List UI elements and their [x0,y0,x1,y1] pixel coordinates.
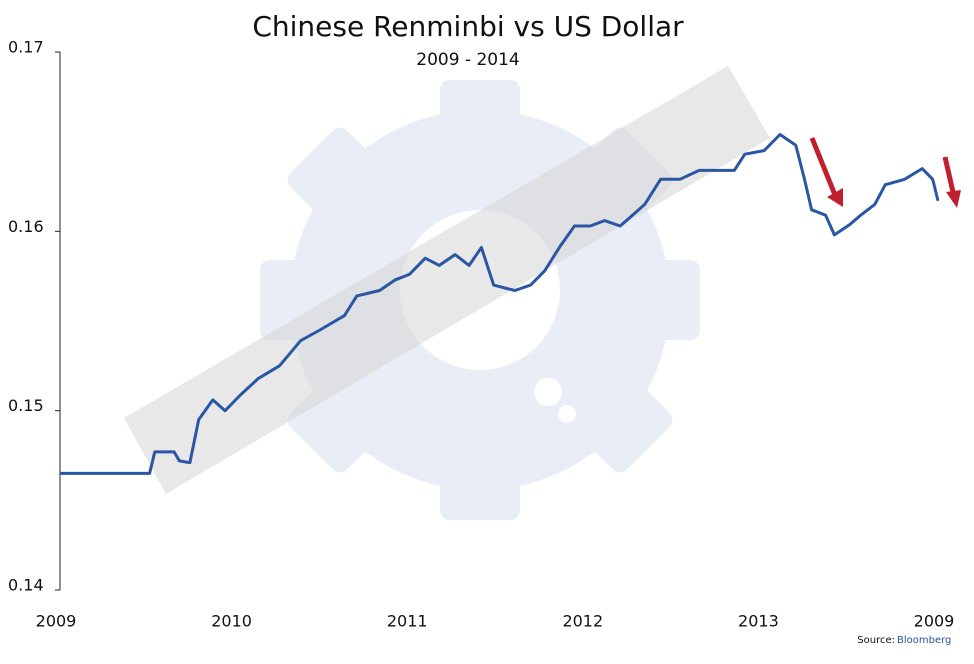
x-tick-label: 2011 [387,612,428,631]
x-tick-label: 2010 [211,612,252,631]
x-tick-label: 2013 [738,612,779,631]
chart-title: Chinese Renminbi vs US Dollar [252,10,684,43]
data-line [60,133,940,475]
y-tick-label: 0.17 [8,38,44,57]
arrows [809,137,961,208]
trend-band [124,66,770,494]
x-tick-label: 2009 [914,612,955,631]
source: Bloomberg [897,635,951,646]
x-tick-label: 2012 [562,612,603,631]
y-tick-label: 0.16 [8,217,44,236]
chart-subtitle: 2009 - 2014 [416,50,519,70]
x-tick-label: 2009 [36,612,77,631]
source-label: Source: [857,635,895,646]
y-tick-label: 0.15 [8,396,44,415]
y-tick-label: 0.14 [8,576,44,595]
